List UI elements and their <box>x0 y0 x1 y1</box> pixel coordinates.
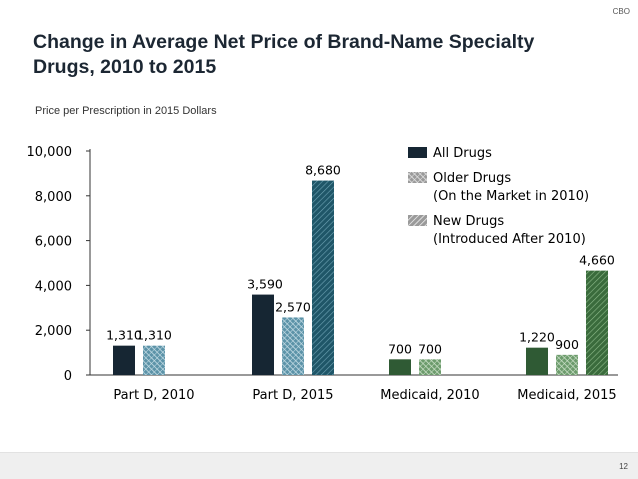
chart-subtitle: Price per Prescription in 2015 Dollars <box>35 105 217 117</box>
legend-label: All Drugs <box>433 146 492 161</box>
bar <box>419 359 441 375</box>
y-tick-label: 2,000 <box>35 324 72 339</box>
bar-value-label: 2,570 <box>275 299 311 314</box>
bar <box>556 354 578 375</box>
y-tick-label: 0 <box>64 369 72 384</box>
bar-value-label: 700 <box>388 341 412 356</box>
bar <box>586 270 608 375</box>
y-tick-label: 6,000 <box>35 235 72 250</box>
bar <box>252 294 274 375</box>
bar-value-label: 1,310 <box>136 328 172 343</box>
bar-value-label: 3,590 <box>247 277 283 292</box>
bar <box>113 345 135 375</box>
y-tick-label: 8,000 <box>35 190 72 205</box>
x-category-label: Part D, 2015 <box>252 388 333 403</box>
legend-sublabel: (On the Market in 2010) <box>433 189 589 204</box>
bar-value-label: 4,660 <box>579 253 615 268</box>
bar <box>526 347 548 375</box>
org-label: CBO <box>612 7 630 16</box>
bar-value-label: 700 <box>418 341 442 356</box>
legend-swatch <box>408 215 427 226</box>
bar-value-label: 900 <box>555 337 579 352</box>
bar <box>389 359 411 375</box>
bar-value-label: 1,220 <box>519 330 555 345</box>
legend-swatch <box>408 172 427 183</box>
legend-swatch <box>408 147 427 158</box>
bar-value-label: 8,680 <box>305 163 341 178</box>
legend-sublabel: (Introduced After 2010) <box>433 232 586 247</box>
x-category-label: Part D, 2010 <box>113 388 194 403</box>
x-category-label: Medicaid, 2010 <box>380 388 479 403</box>
bar <box>282 317 304 375</box>
legend-label: New Drugs <box>433 214 504 229</box>
legend-label: Older Drugs <box>433 171 511 186</box>
bar <box>143 345 165 375</box>
bar-value-label: 1,310 <box>106 328 142 343</box>
page-number: 12 <box>619 462 628 471</box>
chart-title: Change in Average Net Price of Brand-Nam… <box>33 31 535 78</box>
x-category-label: Medicaid, 2015 <box>517 388 616 403</box>
y-tick-label: 4,000 <box>35 279 72 294</box>
bar <box>312 180 334 375</box>
y-tick-label: 10,000 <box>27 145 73 160</box>
footer-bar: 12 <box>0 452 638 479</box>
